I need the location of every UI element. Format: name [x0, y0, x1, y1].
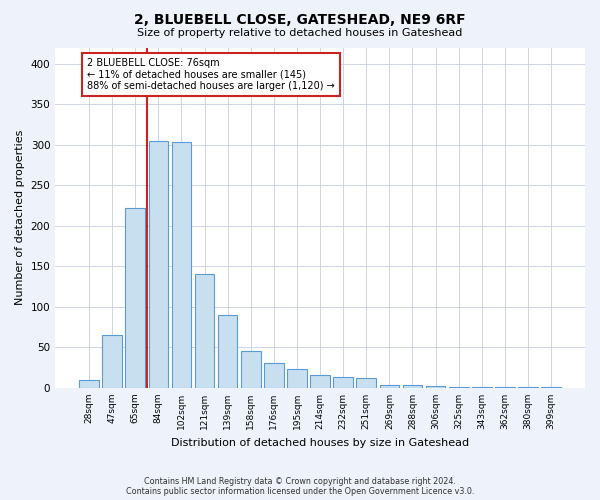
- Bar: [195, 274, 214, 388]
- Bar: [103, 335, 122, 388]
- Text: 2, BLUEBELL CLOSE, GATESHEAD, NE9 6RF: 2, BLUEBELL CLOSE, GATESHEAD, NE9 6RF: [134, 12, 466, 26]
- Bar: [403, 386, 422, 388]
- Bar: [287, 370, 307, 388]
- X-axis label: Distribution of detached houses by size in Gateshead: Distribution of detached houses by size …: [171, 438, 469, 448]
- Bar: [541, 387, 561, 388]
- Bar: [334, 376, 353, 388]
- Bar: [380, 384, 399, 388]
- Bar: [518, 387, 538, 388]
- Bar: [449, 387, 469, 388]
- Y-axis label: Number of detached properties: Number of detached properties: [15, 130, 25, 306]
- Bar: [149, 140, 168, 388]
- Bar: [125, 208, 145, 388]
- Bar: [426, 386, 445, 388]
- Text: Contains HM Land Registry data © Crown copyright and database right 2024.
Contai: Contains HM Land Registry data © Crown c…: [126, 476, 474, 496]
- Bar: [472, 387, 491, 388]
- Text: Size of property relative to detached houses in Gateshead: Size of property relative to detached ho…: [137, 28, 463, 38]
- Bar: [264, 363, 284, 388]
- Bar: [241, 350, 260, 388]
- Bar: [79, 380, 99, 388]
- Bar: [310, 375, 330, 388]
- Text: 2 BLUEBELL CLOSE: 76sqm
← 11% of detached houses are smaller (145)
88% of semi-d: 2 BLUEBELL CLOSE: 76sqm ← 11% of detache…: [87, 58, 335, 91]
- Bar: [218, 315, 238, 388]
- Bar: [356, 378, 376, 388]
- Bar: [495, 387, 515, 388]
- Bar: [172, 142, 191, 388]
